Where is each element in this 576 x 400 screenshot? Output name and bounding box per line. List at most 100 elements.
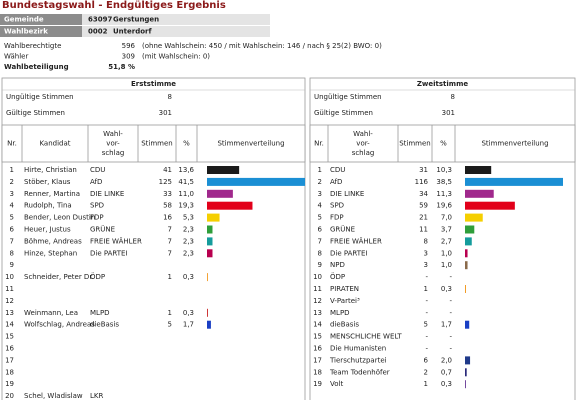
vote-bar: [207, 320, 211, 329]
vote-count: -: [425, 273, 428, 281]
vote-percent: -: [449, 333, 452, 341]
vote-bar: [207, 189, 233, 198]
party-name: ÖDP: [330, 272, 345, 281]
invalid-value: 8: [168, 93, 172, 101]
row-number: 10: [5, 273, 14, 281]
page-title: Bundestagswahl - Endgültiges Ergebnis: [2, 0, 226, 11]
party-name: dieBasis: [330, 321, 359, 329]
row-number: 18: [5, 368, 14, 376]
invalid-value: 8: [451, 93, 455, 101]
info-value: 596: [122, 42, 136, 50]
party-name: Die PARTEI: [90, 249, 128, 257]
candidate-name: Schel, Wladislaw: [24, 392, 83, 400]
row-number: 13: [5, 309, 14, 317]
vote-count: 5: [168, 321, 172, 329]
vote-bar: [465, 261, 468, 270]
column-header-label: Kandidat: [39, 140, 70, 148]
vote-count: 7: [168, 226, 172, 234]
vote-percent: 2,7: [441, 237, 452, 245]
vote-count: 41: [163, 166, 172, 174]
vote-bar: [207, 201, 253, 210]
row-number: 5: [10, 214, 14, 222]
vote-percent: 2,3: [183, 226, 194, 234]
party-name: DIE LINKE: [90, 190, 124, 198]
row-number: 10: [313, 273, 322, 281]
candidate-name: Stöber, Klaus: [24, 178, 71, 186]
vote-percent: -: [449, 309, 452, 317]
valid-value: 301: [159, 109, 172, 117]
row-number: 16: [313, 345, 322, 353]
vote-percent: 0,3: [183, 309, 194, 317]
candidate-name: Renner, Martina: [24, 190, 80, 198]
vote-percent: 2,0: [441, 356, 452, 364]
party-name: GRÜNE: [330, 225, 355, 234]
row-number: 16: [5, 345, 14, 353]
row-number: 3: [10, 190, 14, 198]
party-name: LKR: [90, 392, 103, 400]
vote-count: 33: [163, 190, 172, 198]
panel-title: Zweitstimme: [417, 80, 469, 88]
party-name: MENSCHLICHE WELT: [330, 333, 402, 341]
vote-count: 1: [424, 285, 428, 293]
candidate-name: Heuer, Justus: [24, 226, 71, 234]
party-name: dieBasis: [90, 321, 119, 329]
vote-count: 6: [424, 356, 429, 364]
row-number: 7: [318, 237, 322, 245]
party-name: AfD: [330, 178, 342, 186]
row-number: 5: [318, 214, 322, 222]
vote-count: 34: [419, 190, 428, 198]
vote-count: 58: [163, 202, 172, 210]
vote-percent: 2,3: [183, 249, 194, 257]
row-number: 15: [313, 333, 322, 341]
row-number: 7: [10, 237, 14, 245]
candidate-name: Rudolph, Tina: [24, 202, 72, 210]
vote-count: 16: [163, 214, 172, 222]
party-name: Die Humanisten: [330, 345, 386, 353]
row-number: 4: [318, 202, 323, 210]
row-number: 19: [5, 380, 14, 388]
party-name: DIE LINKE: [330, 190, 364, 198]
row-number: 20: [5, 392, 14, 400]
party-name: V-Partei³: [330, 297, 360, 305]
candidate-name: Wolfschlag, Andreas: [24, 321, 95, 329]
row-number: 11: [5, 285, 14, 293]
vote-bar: [465, 213, 483, 222]
vote-count: 8: [424, 237, 428, 245]
row-number: 6: [10, 226, 15, 234]
row-number: 9: [318, 261, 322, 269]
vote-count: -: [425, 297, 428, 305]
row-number: 1: [10, 166, 14, 174]
header-code: 0002: [88, 28, 108, 36]
vote-bar: [465, 177, 563, 186]
header-label: Wahlbezirk: [4, 28, 48, 36]
vote-percent: 19,3: [178, 202, 194, 210]
vote-bar: [207, 166, 240, 174]
vote-count: -: [425, 333, 428, 341]
party-name: FREIE WÄHLER: [90, 236, 142, 245]
vote-bar: [465, 249, 468, 258]
vote-bar: [207, 177, 305, 186]
panel-border: [1, 77, 306, 400]
party-name: SPD: [330, 202, 344, 210]
vote-bar: [465, 237, 472, 246]
vote-bar: [207, 273, 208, 282]
row-number: 11: [313, 285, 322, 293]
vote-bar: [207, 249, 213, 258]
vote-bar: [207, 213, 220, 222]
header-value-cell: [82, 26, 270, 37]
candidate-name: Hirte, Christian: [24, 166, 77, 174]
vote-percent: 0,3: [441, 380, 452, 388]
party-name: MLPD: [330, 309, 350, 317]
header-label-cell: [0, 14, 82, 25]
vote-count: 3: [424, 249, 428, 257]
vote-bar: [465, 368, 467, 377]
row-number: 13: [313, 309, 322, 317]
vote-count: -: [425, 345, 428, 353]
vote-bar: [465, 225, 475, 234]
column-header-label: Stimmen: [399, 140, 431, 148]
row-number: 15: [5, 333, 14, 341]
row-number: 8: [318, 249, 322, 257]
vote-percent: 10,3: [436, 166, 452, 174]
column-header-label: Nr.: [7, 140, 17, 148]
